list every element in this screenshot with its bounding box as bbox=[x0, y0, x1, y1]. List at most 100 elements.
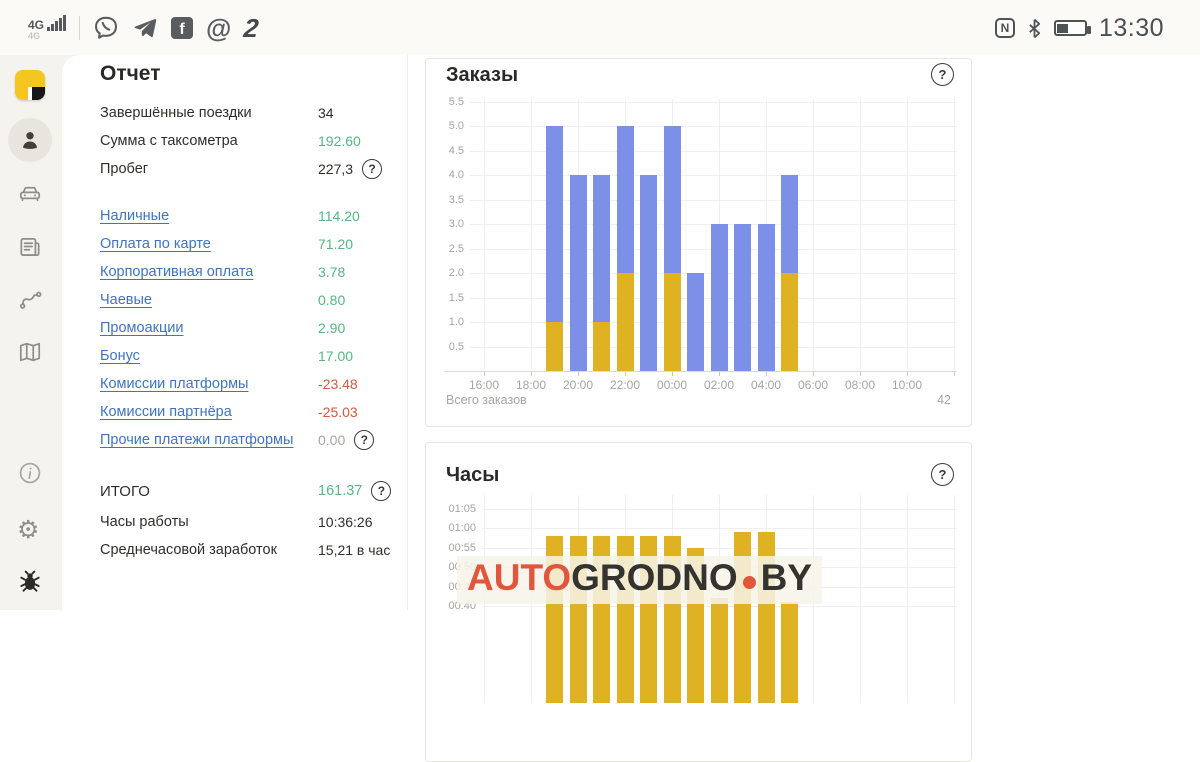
orders-gridline-h bbox=[470, 199, 957, 201]
sidebar-item-route[interactable] bbox=[17, 287, 43, 313]
viber-icon bbox=[93, 15, 119, 41]
sidebar-item-info[interactable] bbox=[17, 460, 43, 486]
orders-xtick-label: 08:00 bbox=[844, 378, 876, 392]
sidebar-item-settings[interactable]: ⚙ bbox=[17, 517, 39, 543]
orders-bar-blue-segment bbox=[546, 126, 563, 322]
status-bar-left: 4G 4G f @ 2 bbox=[28, 11, 261, 45]
map-icon bbox=[19, 342, 41, 362]
orders-bar-blue-segment bbox=[710, 224, 728, 371]
report-total-row-0-value: 161.37 bbox=[318, 483, 363, 499]
report-summary-row-0-label: Завершённые поездки bbox=[100, 105, 252, 121]
gear-icon: ⚙ bbox=[17, 515, 40, 544]
info-icon bbox=[19, 462, 41, 484]
orders-ytick-label: 1.5 bbox=[448, 291, 464, 304]
report-link-row-1-label[interactable]: Оплата по карте bbox=[100, 236, 211, 252]
orders-xtick-label: 06:00 bbox=[797, 378, 829, 392]
report-link-row-0: Наличные 114.20 bbox=[100, 202, 396, 230]
orders-xtick-mark bbox=[719, 371, 720, 376]
orders-gridline-v bbox=[484, 99, 485, 371]
report-link-row-3-value: 0.80 bbox=[318, 292, 346, 308]
orders-gridline-v bbox=[813, 99, 814, 371]
orders-gridline-h bbox=[470, 175, 957, 176]
app-2-icon: 2 bbox=[242, 13, 261, 43]
report-summary-rows: Завершённые поездки 34 Сумма с таксометра 1… bbox=[100, 99, 396, 183]
orders-xtick-label: 18:00 bbox=[515, 378, 547, 392]
report-summary-row-2-help-icon[interactable]: ? bbox=[362, 159, 383, 179]
orders-ytick-label: 2.0 bbox=[448, 267, 464, 279]
sidebar-item-profile[interactable] bbox=[8, 118, 52, 162]
report-panel-divider bbox=[407, 55, 408, 610]
status-bar: 4G 4G f @ 2 N bbox=[0, 0, 1200, 55]
orders-xtick-mark bbox=[766, 371, 767, 376]
report-link-row-8-label[interactable]: Прочие платежи платформы bbox=[100, 432, 294, 448]
orders-xtick-label: 10:00 bbox=[891, 378, 923, 392]
orders-bar-blue-segment bbox=[757, 224, 775, 371]
signal-bars-icon bbox=[47, 15, 66, 31]
report-summary-row-1: Сумма с таксометра 192.60 bbox=[100, 127, 396, 155]
report-link-row-3: Чаевые 0.80 bbox=[100, 286, 396, 314]
orders-xtick-mark bbox=[578, 371, 579, 376]
report-link-row-3-label[interactable]: Чаевые bbox=[100, 292, 152, 308]
report-link-row-7-label[interactable]: Комиссии партнёра bbox=[100, 404, 232, 420]
report-total-row-1-value: 10:36:26 bbox=[318, 514, 373, 530]
orders-xtick-label: 00:00 bbox=[656, 378, 688, 392]
orders-total-value: 42 bbox=[937, 393, 951, 407]
report-summary-row-0-value: 34 bbox=[318, 105, 334, 121]
report-total-row-1-label: Часы работы bbox=[100, 514, 189, 530]
orders-ytick-label: 2.5 bbox=[448, 242, 464, 255]
orders-x-axis bbox=[444, 371, 957, 372]
orders-gridline-h bbox=[470, 126, 957, 127]
report-total-row-2-value: 15,21 в час bbox=[318, 542, 391, 558]
orders-gridline-v bbox=[531, 99, 532, 371]
orders-xtick-label: 20:00 bbox=[562, 378, 594, 392]
report-summary-row-2-value: 227,3 bbox=[318, 161, 354, 177]
report-link-row-0-label[interactable]: Наличные bbox=[100, 208, 170, 224]
sidebar-item-news[interactable] bbox=[17, 234, 43, 260]
orders-bar-blue-segment bbox=[734, 224, 751, 371]
orders-xtick-mark bbox=[907, 371, 908, 376]
sidebar-item-car[interactable] bbox=[17, 181, 43, 207]
report-link-row-8-help-icon[interactable]: ? bbox=[354, 430, 375, 450]
hours-ytick-label: 01:00 bbox=[448, 522, 476, 535]
report-link-row-8-value: 0.00 bbox=[318, 432, 346, 448]
sidebar-item-map[interactable] bbox=[17, 339, 43, 365]
sidebar-item-bug-report[interactable] bbox=[17, 569, 43, 595]
facebook-icon: f bbox=[170, 17, 193, 39]
orders-bar-yellow-segment bbox=[663, 273, 681, 371]
report-link-row-1: Оплата по карте 71.20 bbox=[100, 230, 396, 258]
hours-title: Часы bbox=[446, 464, 500, 486]
report-link-row-7: Комиссии партнёра -25.03 bbox=[100, 398, 396, 426]
orders-ytick-label: 3.5 bbox=[448, 193, 464, 206]
report-link-row-2-label[interactable]: Корпоративная оплата bbox=[100, 264, 254, 280]
orders-help-icon[interactable]: ? bbox=[931, 63, 954, 86]
report-link-row-6-value: -23.48 bbox=[318, 376, 358, 392]
hours-gridline-v bbox=[860, 495, 861, 703]
report-link-rows: Наличные 114.20 Оплата по карте 71.20 Корпор… bbox=[100, 202, 396, 454]
report-total-row-2-label: Среднечасовой заработок bbox=[100, 542, 277, 558]
report-link-row-4-label[interactable]: Промоакции bbox=[100, 320, 184, 336]
yandex-pro-logo-icon bbox=[15, 70, 45, 100]
mail-icon: @ bbox=[205, 13, 232, 43]
bluetooth-icon bbox=[1027, 18, 1042, 39]
hours-help-icon[interactable]: ? bbox=[931, 463, 954, 486]
orders-xtick-mark bbox=[672, 371, 673, 376]
watermark-dot-icon bbox=[742, 575, 756, 589]
route-icon bbox=[19, 291, 42, 309]
status-bar-right: N 13:30 bbox=[994, 11, 1164, 45]
orders-xtick-mark bbox=[860, 371, 861, 376]
report-link-row-1-value: 71.20 bbox=[318, 236, 354, 252]
watermark-part1: AUTO bbox=[467, 557, 572, 598]
report-total-row-0-help-icon[interactable]: ? bbox=[371, 481, 392, 501]
hours-gridline-v bbox=[907, 495, 908, 703]
report-link-row-5-label[interactable]: Бонус bbox=[100, 348, 140, 364]
hours-ytick-label: 00:55 bbox=[448, 541, 476, 554]
report-total-row-0: ИТОГО 161.37? bbox=[100, 474, 396, 508]
report-total-row-1: Часы работы 10:36:26 bbox=[100, 508, 396, 536]
report-summary-row-1-label: Сумма с таксометра bbox=[100, 133, 238, 149]
report-panel: Отчет Завершённые поездки 34 Сумма с таксо… bbox=[100, 55, 396, 564]
report-link-row-6-label[interactable]: Комиссии платформы bbox=[100, 376, 249, 392]
sidebar-item-app-logo[interactable] bbox=[15, 70, 45, 100]
orders-ytick-label: 4.5 bbox=[448, 144, 464, 157]
orders-ytick-label: 1.0 bbox=[448, 316, 464, 328]
hours-bar bbox=[781, 602, 798, 703]
